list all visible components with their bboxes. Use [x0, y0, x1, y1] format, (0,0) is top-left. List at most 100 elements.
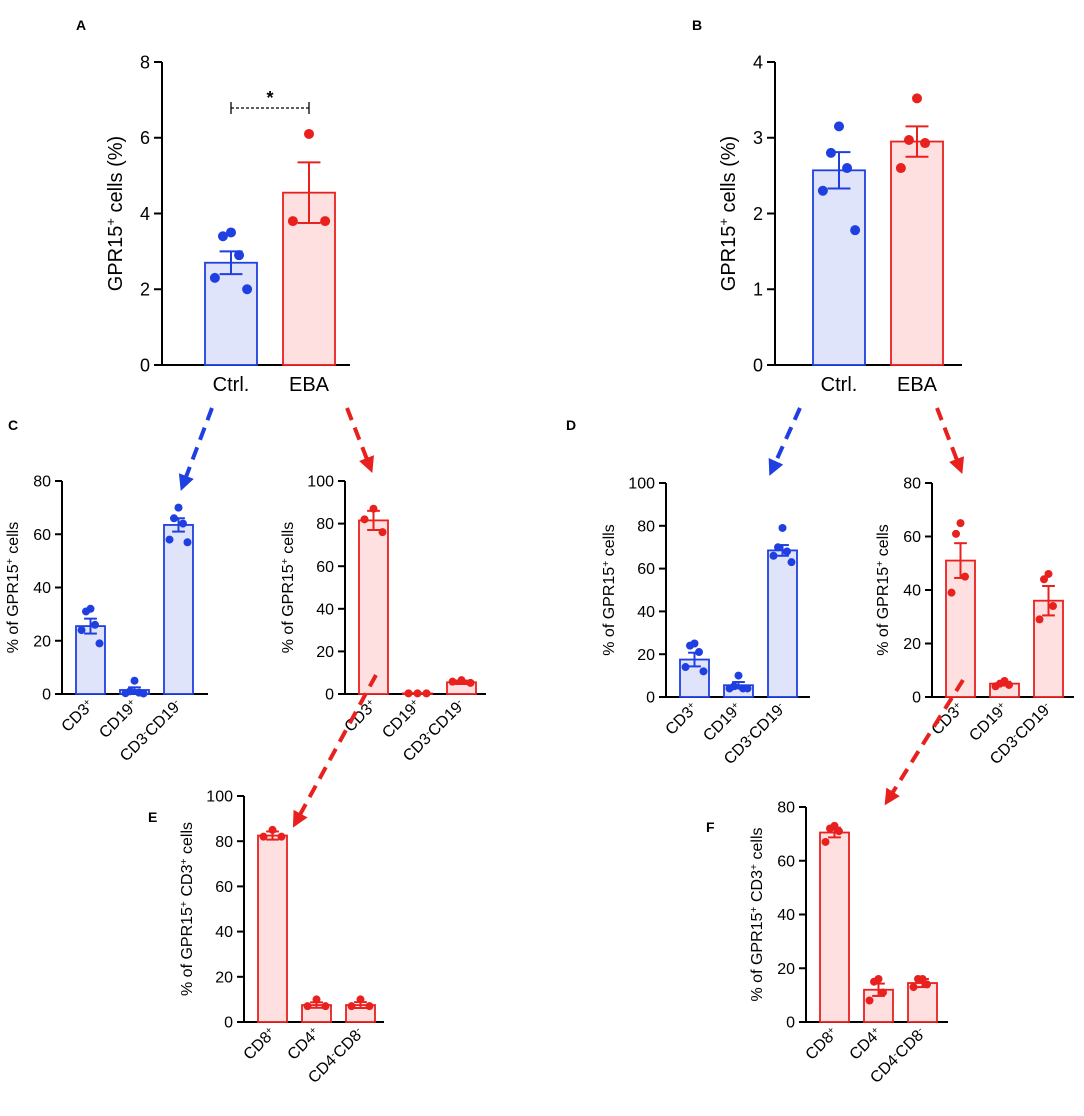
y-axis-label-rest: cells — [601, 524, 618, 560]
data-point — [920, 138, 931, 149]
data-point — [826, 824, 835, 833]
y-tick-label: 80 — [777, 800, 795, 817]
data-point — [130, 676, 139, 685]
data-point — [174, 503, 183, 512]
y-tick-label: 60 — [33, 527, 51, 544]
data-point — [842, 163, 853, 174]
bar — [819, 831, 850, 1023]
y-axis-label-sup: + — [103, 218, 118, 226]
data-point — [304, 128, 314, 139]
data-point — [1048, 602, 1057, 611]
y-tick-label: 80 — [33, 474, 51, 491]
bar — [358, 519, 389, 695]
data-point — [825, 147, 836, 158]
y-tick-label: 20 — [903, 636, 921, 653]
y-tick-label: 40 — [777, 907, 795, 924]
data-point — [699, 667, 708, 676]
y-axis-label-sup: + — [749, 906, 760, 912]
y-tick-label: 6 — [140, 128, 150, 148]
data-point — [681, 663, 690, 672]
bar — [890, 140, 944, 366]
y-tick-label: 40 — [637, 604, 655, 621]
y-tick-label: 0 — [140, 355, 150, 375]
data-point — [878, 988, 887, 997]
data-point — [242, 284, 253, 295]
data-point — [369, 504, 378, 513]
data-point — [956, 519, 965, 528]
y-tick-label: 80 — [215, 834, 233, 851]
category-label-sup: - — [139, 728, 149, 738]
category-label: Ctrl. — [821, 374, 858, 396]
y-axis-label-sup2: + — [749, 864, 760, 870]
category-label: CD3+ — [58, 696, 97, 735]
data-point — [1044, 569, 1053, 578]
data-point — [912, 93, 922, 104]
data-point — [217, 231, 228, 242]
data-point — [960, 572, 969, 581]
data-point — [448, 677, 457, 686]
category-label: CD8+ — [802, 1024, 841, 1063]
bar — [945, 559, 976, 698]
category-label-sup: - — [743, 731, 753, 741]
data-point — [834, 827, 843, 836]
y-axis-label: GPR15+ cells (%) — [716, 136, 741, 291]
data-point — [209, 272, 220, 283]
data-point — [991, 682, 1000, 691]
data-point — [90, 620, 99, 629]
bar — [257, 834, 288, 1023]
data-point — [734, 671, 743, 680]
data-point — [413, 689, 422, 698]
category-label: Ctrl. — [213, 374, 250, 396]
data-point — [850, 225, 861, 236]
y-tick-label: 0 — [646, 690, 655, 707]
y-axis-label-main: % of GPR15 — [179, 907, 196, 996]
y-axis-label: % of GPR15+ CD3+ cells — [179, 822, 197, 996]
y-tick-label: 0 — [786, 1015, 795, 1032]
y-tick-label: 60 — [316, 559, 334, 576]
y-axis-label-rest: cells — [280, 522, 297, 558]
y-tick-label: 40 — [903, 583, 921, 600]
data-point — [947, 588, 956, 597]
panel-letters: A B C D E F — [8, 17, 715, 835]
data-point — [1040, 575, 1049, 584]
category-label-sup: - — [353, 1024, 363, 1034]
panel-letter-d: D — [566, 417, 576, 433]
data-point — [170, 514, 179, 523]
category-label: CD4+ — [284, 1024, 323, 1063]
data-point — [895, 163, 906, 174]
data-point — [259, 832, 268, 841]
data-point — [694, 648, 703, 657]
y-tick-label: 100 — [628, 476, 655, 493]
data-point — [422, 689, 431, 698]
y-tick-label: 4 — [753, 52, 763, 72]
data-point — [743, 684, 752, 693]
y-axis-label: GPR15+ cells (%) — [103, 136, 128, 291]
y-tick-label: 1 — [753, 280, 763, 300]
data-point — [686, 641, 695, 650]
y-tick-label: 0 — [912, 690, 921, 707]
y-tick-label: 100 — [307, 474, 334, 491]
significance-star: * — [266, 88, 273, 108]
y-axis-label-sup: + — [601, 561, 612, 567]
data-point — [95, 639, 104, 648]
y-tick-label: 80 — [637, 518, 655, 535]
y-tick-label: 20 — [215, 969, 233, 986]
y-axis-label-sup: + — [280, 558, 291, 564]
category-label-sup: - — [775, 699, 785, 709]
bar — [812, 169, 866, 366]
data-point — [77, 626, 86, 635]
data-point — [1004, 680, 1013, 689]
y-tick-label: 60 — [777, 853, 795, 870]
data-point — [321, 1002, 330, 1011]
y-tick-label: 20 — [777, 961, 795, 978]
data-point — [466, 678, 475, 687]
y-axis-label: % of GPR15+ CD3+ cells — [749, 828, 767, 1002]
y-axis-label-main: % of GPR15 — [280, 564, 297, 653]
data-point — [725, 684, 734, 693]
y-axis-label: % of GPR15+ cells — [280, 522, 298, 653]
y-axis-label-rest: cells — [875, 524, 892, 560]
data-point — [787, 558, 796, 567]
